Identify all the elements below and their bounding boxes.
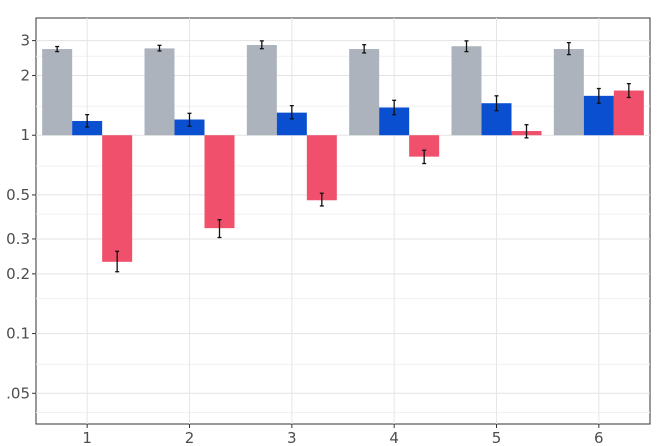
bar [553, 49, 584, 136]
y-tick-label: .05 [6, 384, 30, 402]
bar [276, 112, 307, 136]
x-tick-label: 5 [492, 429, 502, 446]
y-tick-label: 2 [20, 67, 30, 85]
bar [144, 48, 175, 136]
y-tick-label: 0.3 [6, 230, 30, 248]
x-tick-label: 6 [594, 429, 604, 446]
y-tick-label: 3 [20, 32, 30, 50]
bar [72, 120, 103, 136]
x-tick-label: 4 [389, 429, 399, 446]
bar [204, 135, 235, 229]
bar [349, 49, 380, 136]
y-tick-label: 0.2 [6, 265, 30, 283]
bar [102, 135, 133, 262]
bar [306, 135, 337, 201]
bar [409, 135, 440, 157]
y-tick-label: 1 [20, 126, 30, 144]
axis-ticks: .05 0.1 0.2 0.3 0.5 1 2 3 1 2 3 4 5 6 [6, 32, 603, 446]
grid-lines [36, 18, 650, 424]
x-tick-label: 1 [82, 429, 92, 446]
x-tick-label: 2 [185, 429, 195, 446]
bar [174, 119, 205, 136]
bars [42, 45, 644, 262]
x-tick-label: 3 [287, 429, 297, 446]
bar [246, 45, 277, 136]
bar [451, 46, 482, 136]
plot-panel [35, 17, 651, 425]
bar [42, 49, 73, 136]
y-tick-label: 0.1 [6, 325, 30, 343]
y-tick-label: 0.5 [6, 186, 30, 204]
error-bars [55, 40, 631, 273]
